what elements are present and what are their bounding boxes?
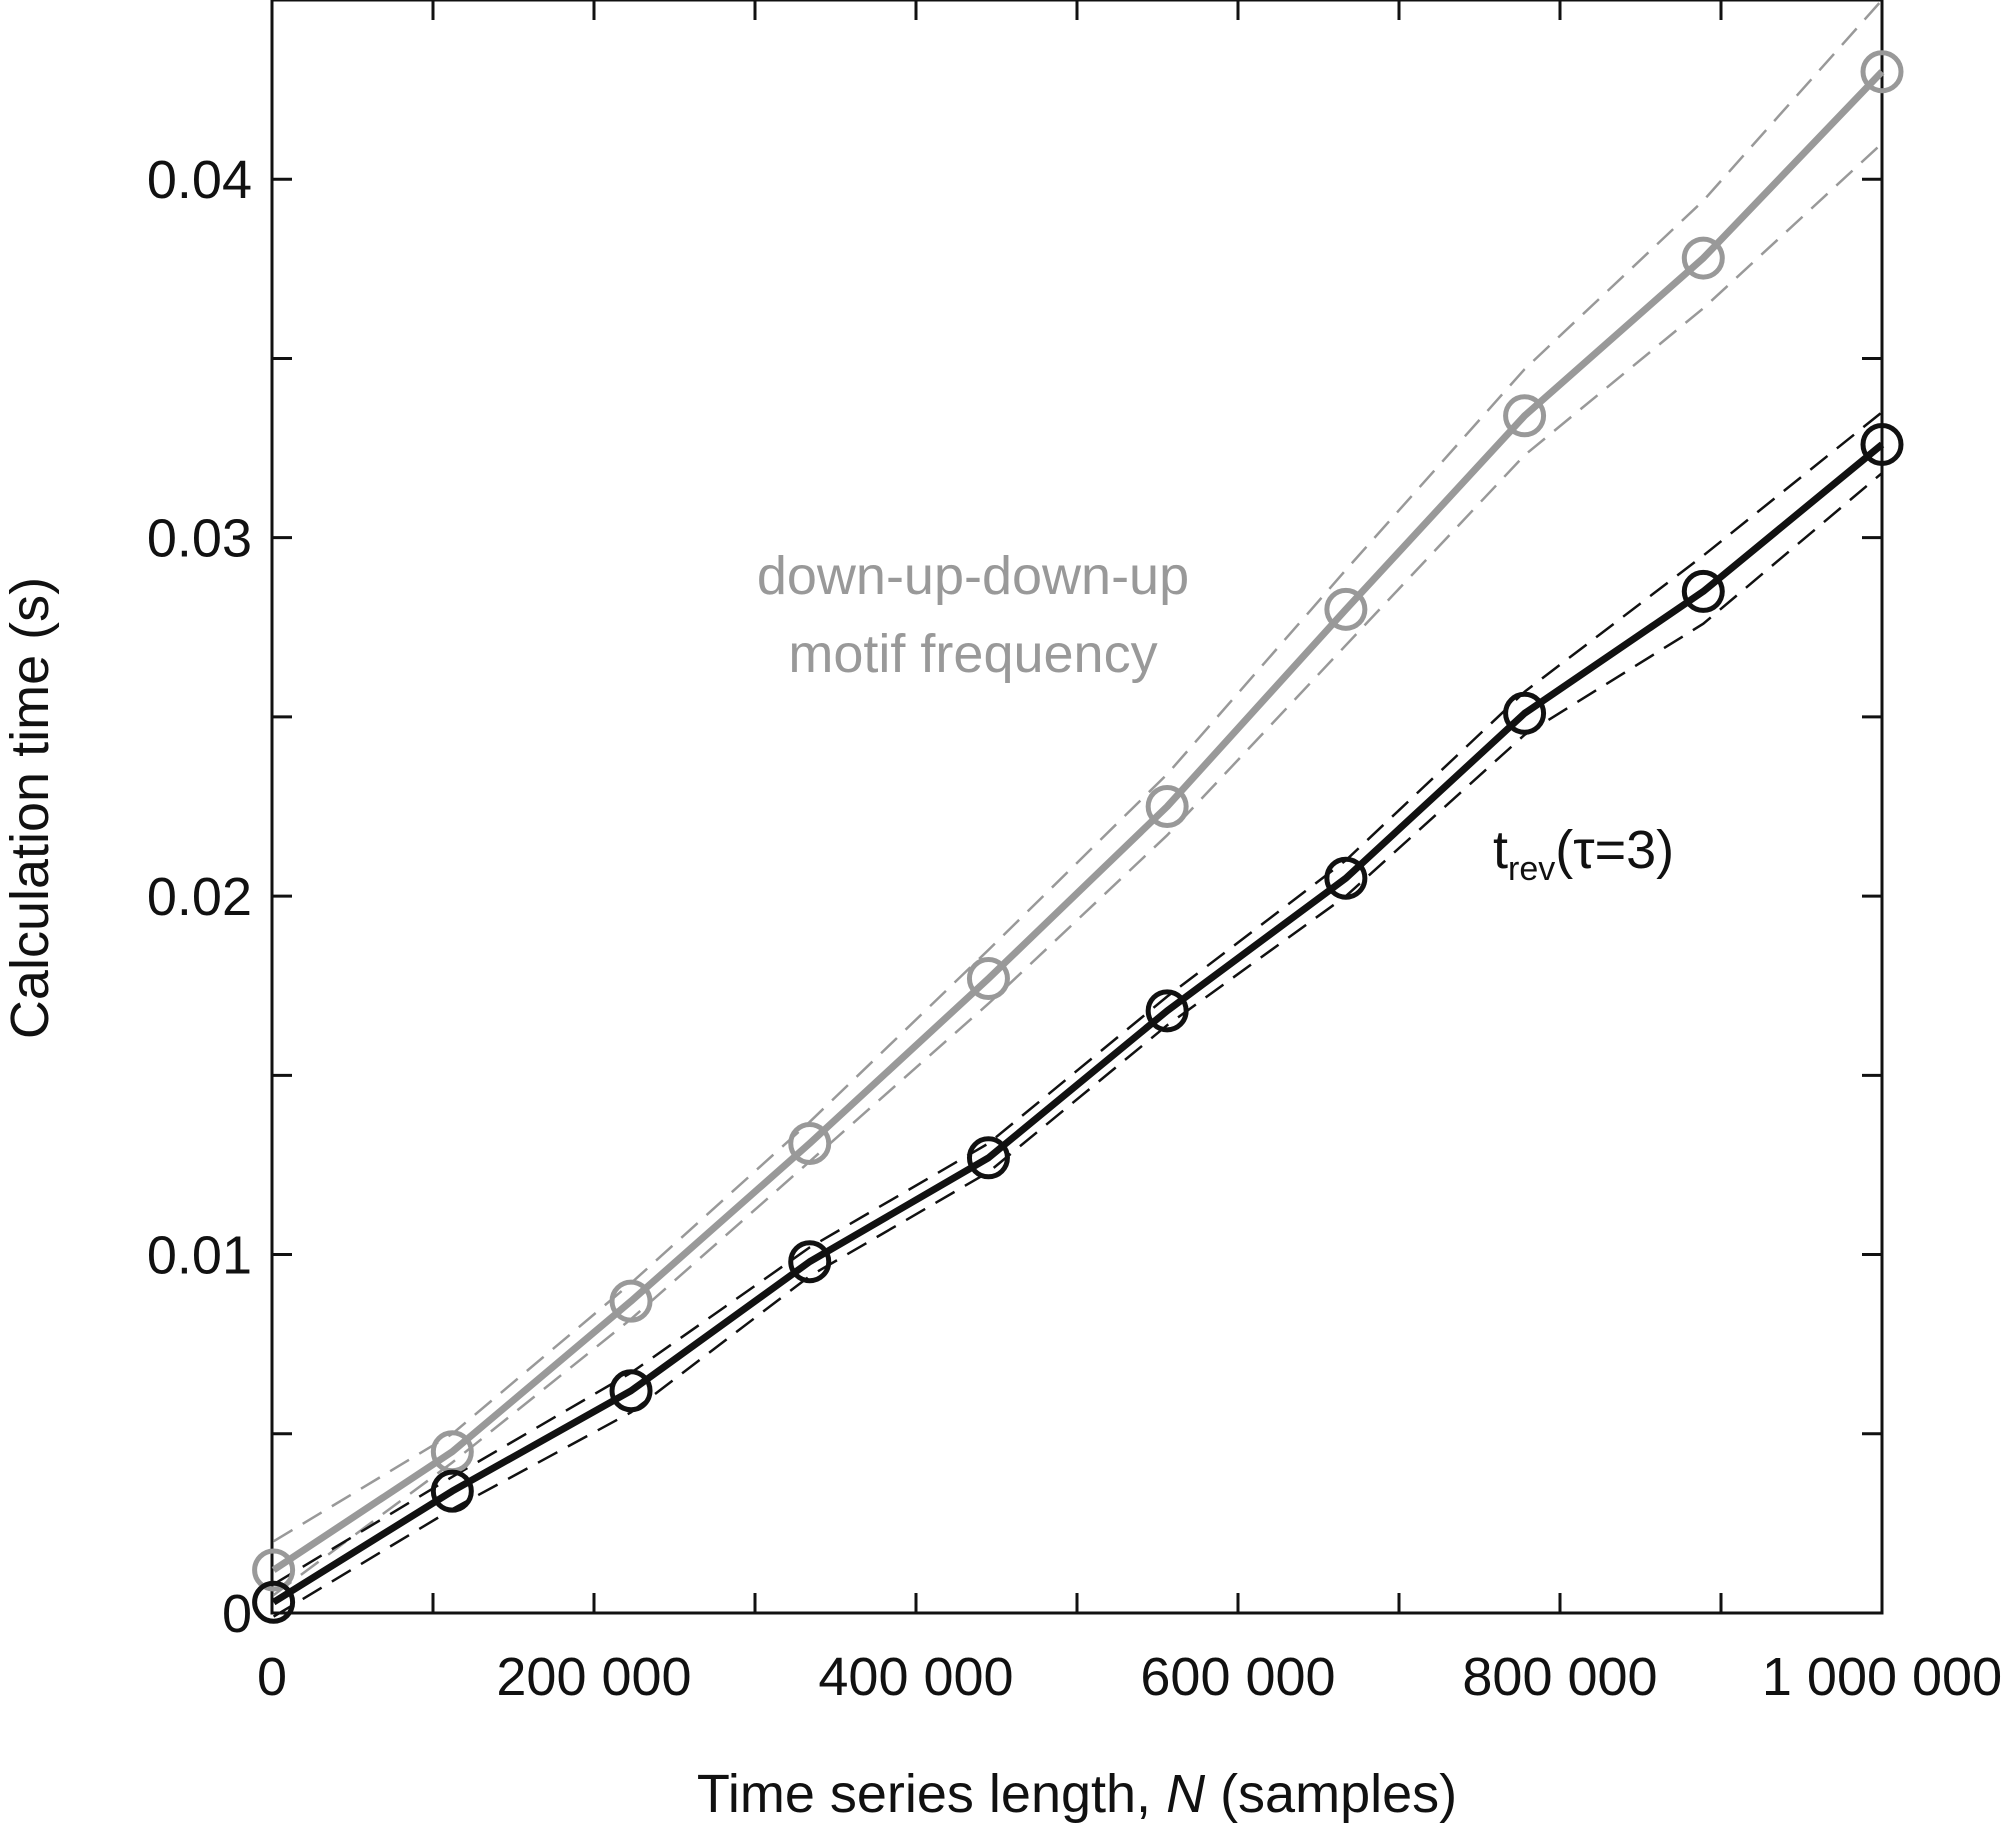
y-tick-label: 0.01 — [147, 1226, 252, 1286]
plot-frame — [270, 0, 1884, 1615]
series-black-band-lower — [272, 472, 1883, 1618]
series-gray-point — [1503, 394, 1547, 438]
series-black-annotation-subscript: rev — [1508, 850, 1555, 888]
series-black-point — [252, 1580, 296, 1624]
series-gray-point — [788, 1121, 832, 1165]
x-tick-label: 200 000 — [496, 1647, 691, 1707]
series-black-point — [1145, 989, 1189, 1033]
series-black-point — [966, 1136, 1010, 1180]
series-gray-point — [609, 1279, 653, 1323]
series-black-annotation: trev(τ=3) — [1493, 820, 1674, 888]
series-markers — [252, 50, 1904, 1624]
series-gray-band-lower — [272, 142, 1883, 1597]
series-gray-band-upper — [272, 0, 1883, 1543]
series-black-point — [1681, 569, 1725, 613]
series-gray-annotation: down-up-down-up motif frequency — [757, 546, 1189, 684]
x-tick-label: 800 000 — [1462, 1647, 1657, 1707]
series-gray-point — [966, 957, 1010, 1001]
series-gray-point — [252, 1548, 296, 1592]
x-axis-label-main: Time series length, — [697, 1764, 1166, 1824]
series-black-point — [430, 1469, 474, 1513]
y-tick-label: 0.03 — [147, 509, 252, 569]
confidence-bands — [272, 0, 1883, 1618]
series-lines — [271, 69, 1885, 1606]
series-black-annotation-param: (τ=3) — [1555, 820, 1674, 880]
series-gray-point — [1324, 587, 1368, 631]
x-tick-label: 600 000 — [1140, 1647, 1335, 1707]
x-tick-label: 0 — [257, 1647, 287, 1707]
y-tick-label: 0.04 — [147, 150, 252, 210]
series-black-band-upper — [272, 411, 1883, 1586]
series-black-point — [609, 1369, 653, 1413]
series-gray-annotation-line2: motif frequency — [788, 624, 1157, 684]
series-gray-point — [1860, 50, 1904, 94]
series-black-point — [1324, 856, 1368, 900]
series-gray-annotation-line1: down-up-down-up — [757, 546, 1189, 606]
series-black-line — [271, 441, 1885, 1606]
series-black-point — [788, 1240, 832, 1284]
series-gray-point — [1681, 236, 1725, 280]
series-gray-point — [1145, 785, 1189, 828]
series-black-point — [1503, 691, 1547, 735]
x-tick-label: 400 000 — [818, 1647, 1013, 1707]
y-tick-label: 0.02 — [147, 867, 252, 927]
series-black-point — [1860, 422, 1904, 466]
y-tick-label: 0 — [222, 1584, 252, 1644]
series-gray-line — [271, 69, 1885, 1573]
x-tick-label: 1 000 000 — [1762, 1647, 2002, 1707]
y-axis-label: Calculation time (s) — [0, 577, 60, 1039]
x-axis-label-unit: (samples) — [1205, 1764, 1457, 1824]
x-axis-label: Time series length, N (samples) — [697, 1764, 1457, 1824]
series-black-annotation-base: t — [1493, 820, 1508, 880]
x-axis-label-var: N — [1166, 1764, 1206, 1824]
axis-ticks — [270, 0, 1884, 1615]
tick-labels: 0 200 000 400 000 600 000 800 000 1 000 000 0 0… — [147, 150, 2002, 1707]
